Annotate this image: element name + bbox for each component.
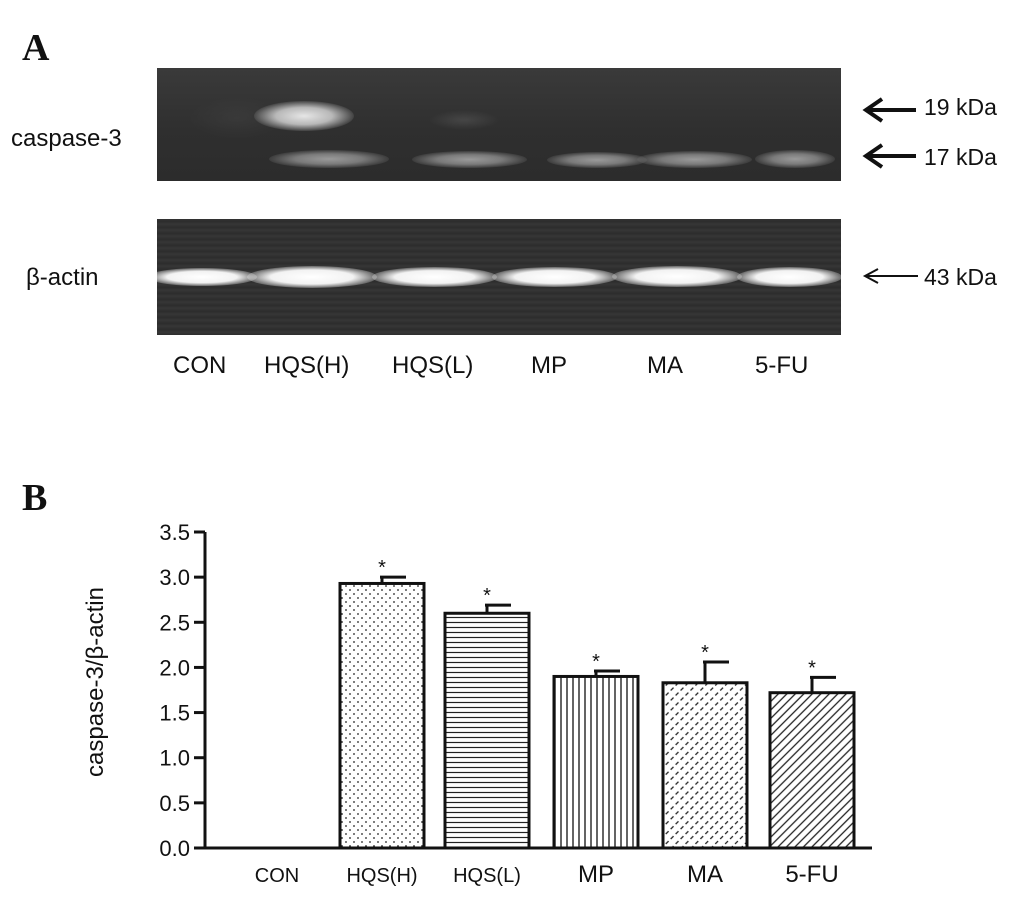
band-43kda-5fu <box>737 267 841 287</box>
lane-label-mp: MP <box>531 352 567 379</box>
band-19kda-hqs-h <box>254 101 354 131</box>
band-17kda-hqs-l <box>412 151 527 168</box>
panel-a-letter: A <box>22 27 50 69</box>
bars-group: * * * * * <box>338 557 856 850</box>
bar-ma <box>661 681 749 850</box>
significance-mark-hqs-l: * <box>483 585 491 607</box>
marker-19kda-label: 19 kDa <box>924 94 997 120</box>
y-tick-label: 3.5 <box>159 520 190 545</box>
y-tick-label: 3.0 <box>159 565 190 590</box>
lane-label-ma: MA <box>647 352 683 379</box>
band-43kda-ma <box>612 266 742 287</box>
y-tick-label: 1.5 <box>159 701 190 726</box>
lane-label-hqs-l: HQS(L) <box>392 352 474 379</box>
y-tick-label: 2.0 <box>159 655 190 680</box>
band-17kda-mp <box>547 152 647 168</box>
significance-mark-ma: * <box>701 642 709 664</box>
lane-label-con: CON <box>173 352 227 379</box>
arrow-43kda-icon <box>862 268 918 284</box>
bar-hqs-h <box>338 581 426 850</box>
marker-arrows <box>862 97 916 169</box>
x-tick-label-hqs-l: HQS(L) <box>453 865 521 887</box>
y-tick-label: 0.5 <box>159 791 190 816</box>
bar-5-fu <box>768 691 856 850</box>
band-17kda-5fu <box>755 150 835 168</box>
caspase-3-row-label: caspase-3 <box>11 125 122 152</box>
beta-actin-blot-image <box>157 219 841 335</box>
bar-hqs-l <box>443 611 531 850</box>
bar-mp <box>552 674 640 850</box>
x-tick-label-mp: MP <box>578 861 614 888</box>
band-17kda-hqs-h <box>269 150 389 168</box>
x-tick-label-con: CON <box>255 865 299 887</box>
y-axis-label: caspase-3/β-actin <box>82 587 109 777</box>
beta-actin-row-label: β-actin <box>26 264 99 291</box>
panel-b-letter: B <box>22 477 48 519</box>
arrow-19kda-icon <box>862 97 916 123</box>
y-tick-label: 2.5 <box>159 610 190 635</box>
band-17kda-ma <box>637 151 752 168</box>
significance-mark-hqs-h: * <box>378 557 386 579</box>
band-43kda-hqs-l <box>372 267 497 287</box>
x-axis-labels: CON HQS(H) HQS(L) MP MA 5-FU <box>255 861 839 888</box>
y-axis: 0.0 0.5 1.0 1.5 2.0 2.5 3.0 3.5 <box>159 520 872 861</box>
significance-mark-mp: * <box>592 651 600 673</box>
band-43kda-con <box>157 268 257 286</box>
x-tick-label-5-fu: 5-FU <box>785 861 838 888</box>
x-tick-label-hqs-h: HQS(H) <box>346 865 417 887</box>
x-tick-label-ma: MA <box>687 861 723 888</box>
band-43kda-mp <box>492 267 617 287</box>
marker-17kda-label: 17 kDa <box>924 144 997 170</box>
lane-label-hqs-h: HQS(H) <box>264 352 350 379</box>
arrow-17kda-icon <box>862 143 916 169</box>
lane-label-5fu: 5-FU <box>755 352 809 379</box>
significance-mark-5-fu: * <box>808 657 816 679</box>
band-43kda-hqs-h <box>247 266 377 288</box>
y-tick-label: 0.0 <box>159 836 190 861</box>
caspase-3-blot-image <box>157 68 841 181</box>
marker-43kda-label: 43 kDa <box>924 264 997 290</box>
y-tick-label: 1.0 <box>159 746 190 771</box>
